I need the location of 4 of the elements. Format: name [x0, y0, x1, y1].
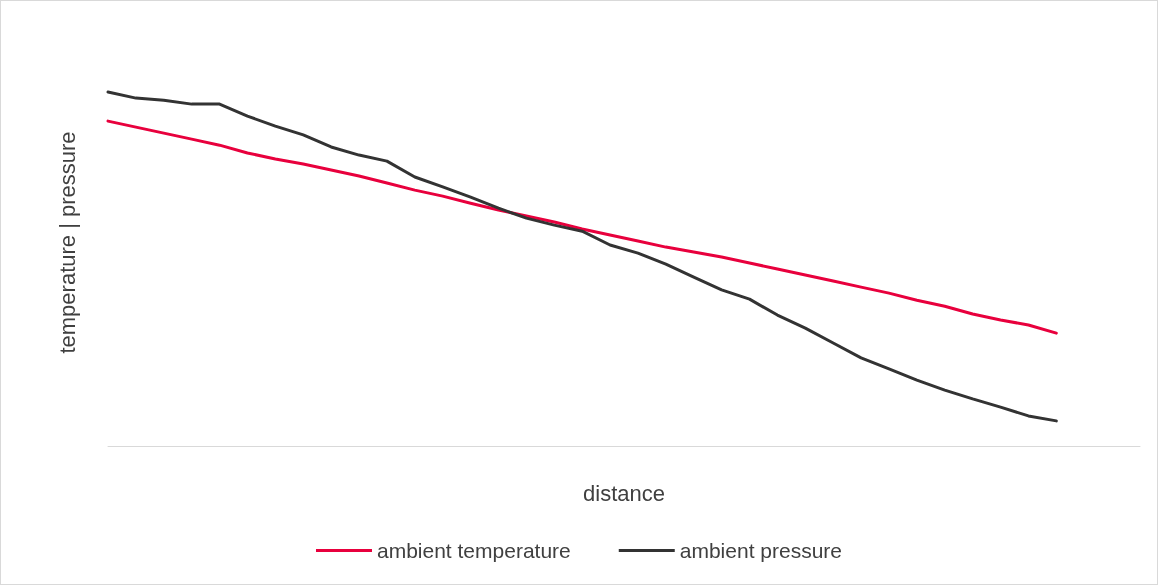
y-axis-title: temperature | pressure — [54, 131, 80, 354]
legend-label: ambient pressure — [679, 539, 843, 562]
x-axis-title: distance — [583, 480, 665, 506]
legend-label: ambient temperature — [376, 539, 571, 562]
